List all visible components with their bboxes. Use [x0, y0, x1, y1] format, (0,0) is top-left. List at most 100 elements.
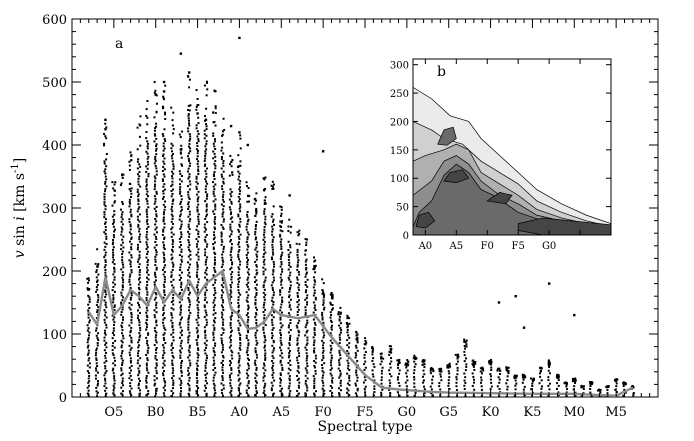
data-point [330, 308, 333, 311]
data-point [195, 245, 198, 248]
data-point [320, 364, 323, 367]
data-point [155, 125, 158, 128]
x-tick-label: A5 [271, 405, 290, 420]
data-point [113, 316, 116, 319]
data-point [188, 233, 191, 236]
data-point [94, 377, 97, 380]
data-point [263, 246, 266, 249]
data-point [179, 306, 182, 309]
data-point [322, 374, 325, 377]
data-point [221, 375, 224, 378]
data-point [262, 331, 265, 334]
data-point [480, 379, 483, 382]
data-point [189, 162, 192, 165]
data-point [289, 334, 292, 337]
data-point [180, 281, 183, 284]
data-point [263, 296, 266, 299]
data-point [205, 273, 208, 276]
data-point [463, 338, 466, 341]
data-point [161, 366, 164, 369]
data-point [463, 384, 466, 387]
data-point [312, 318, 315, 321]
data-point [179, 384, 182, 387]
data-point [161, 169, 164, 172]
data-point [364, 385, 367, 388]
data-point [321, 351, 324, 354]
data-point [122, 173, 125, 176]
data-point [296, 276, 299, 279]
data-point [472, 364, 475, 367]
data-point [297, 386, 300, 389]
data-point [195, 392, 198, 395]
data-point [205, 123, 208, 126]
data-point [180, 258, 183, 261]
data-point [414, 363, 417, 366]
data-point [229, 240, 232, 243]
data-point [247, 306, 250, 309]
data-point [179, 269, 182, 272]
data-point [455, 376, 458, 379]
data-point [178, 293, 181, 296]
data-point [230, 273, 233, 276]
data-point [463, 360, 466, 363]
data-point [87, 316, 90, 319]
data-point [171, 367, 174, 370]
data-point [196, 155, 199, 158]
data-point [254, 331, 257, 334]
data-point [162, 374, 165, 377]
data-point [323, 294, 326, 297]
data-point [189, 104, 192, 107]
data-point [356, 360, 359, 363]
data-point [181, 130, 184, 133]
data-point [246, 248, 249, 251]
data-point [145, 114, 148, 117]
data-point [548, 372, 551, 375]
data-point [162, 246, 165, 249]
data-point [153, 116, 156, 119]
data-point [346, 387, 349, 390]
data-point [147, 142, 150, 145]
data-point [203, 298, 206, 301]
outlier-point [229, 124, 233, 128]
data-point [363, 356, 366, 359]
data-point [229, 217, 232, 220]
data-point [163, 280, 166, 283]
data-point [171, 215, 174, 218]
data-point [220, 341, 223, 344]
data-point [145, 342, 148, 345]
data-point [162, 216, 165, 219]
data-point [506, 385, 509, 388]
data-point [162, 185, 165, 188]
data-point [206, 193, 209, 196]
data-point [321, 290, 324, 293]
data-point [396, 378, 399, 381]
data-point [180, 379, 183, 382]
data-point [222, 200, 225, 203]
data-point [180, 220, 183, 223]
data-point [187, 286, 190, 289]
data-point [180, 374, 183, 377]
data-point [105, 286, 108, 289]
data-point [203, 316, 206, 319]
data-point [228, 206, 231, 209]
data-point [313, 256, 316, 259]
data-point [280, 214, 283, 217]
data-point [398, 384, 401, 387]
data-point [129, 225, 132, 228]
data-point [137, 225, 140, 228]
data-point [296, 261, 299, 264]
data-point [237, 250, 240, 253]
data-point [538, 382, 541, 385]
data-point [171, 200, 174, 203]
data-point [313, 341, 316, 344]
data-point [229, 324, 232, 327]
data-point [128, 278, 131, 281]
data-point [188, 147, 191, 150]
data-point [187, 203, 190, 206]
data-point [229, 226, 232, 229]
data-point [331, 381, 334, 384]
data-point [531, 382, 534, 385]
data-point [197, 196, 200, 199]
data-point [338, 319, 341, 322]
data-point [180, 180, 183, 183]
